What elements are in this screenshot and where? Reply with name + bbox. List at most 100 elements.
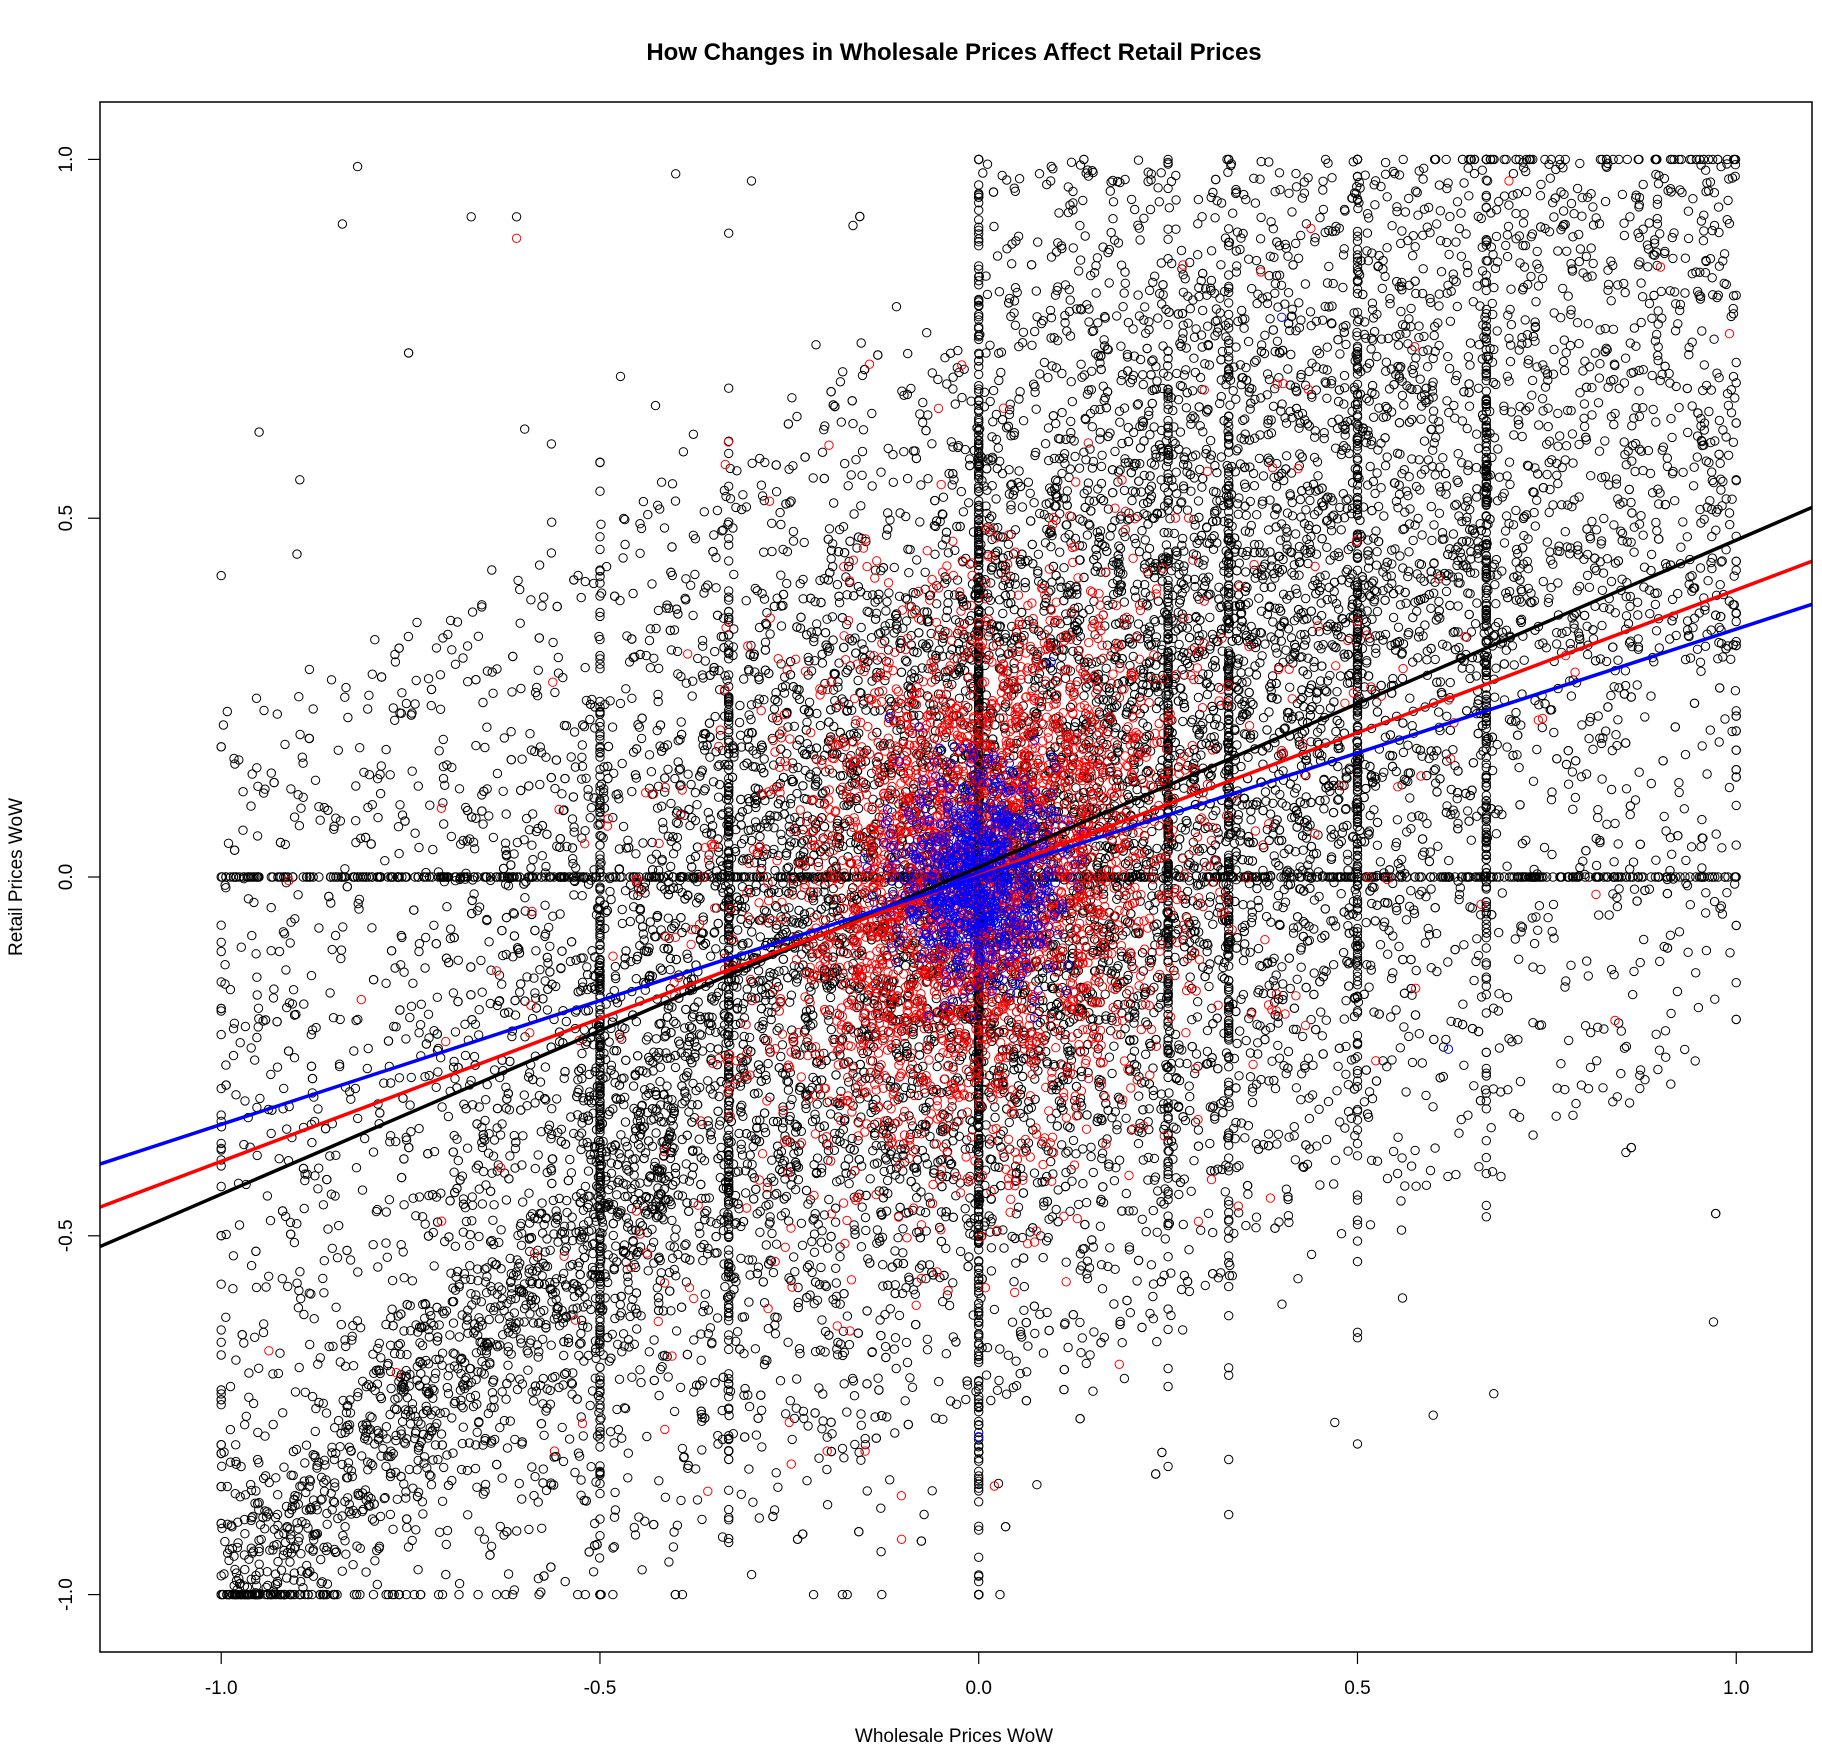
data-point xyxy=(778,544,788,555)
data-point xyxy=(995,648,1005,658)
data-point xyxy=(1085,520,1095,531)
data-point xyxy=(996,1129,1006,1140)
data-point xyxy=(1724,782,1735,793)
data-point xyxy=(842,1311,853,1321)
data-point xyxy=(1238,900,1248,910)
data-point xyxy=(1148,905,1159,915)
data-point xyxy=(432,992,442,1002)
data-point xyxy=(1285,590,1295,601)
data-point xyxy=(743,804,753,814)
data-point xyxy=(747,1159,757,1170)
data-point xyxy=(1491,829,1502,839)
data-point xyxy=(1181,403,1192,413)
data-point xyxy=(1371,560,1382,570)
data-point xyxy=(332,1253,343,1263)
data-point xyxy=(844,699,854,710)
data-point xyxy=(617,904,627,915)
data-point xyxy=(745,1270,755,1280)
data-point xyxy=(1152,843,1162,854)
data-point xyxy=(1011,1258,1021,1268)
data-point xyxy=(330,1423,340,1433)
data-point xyxy=(724,1245,734,1255)
data-point xyxy=(1280,897,1291,907)
data-point xyxy=(655,1062,666,1073)
data-point xyxy=(1245,1048,1256,1058)
data-point xyxy=(942,605,953,616)
data-point xyxy=(1089,966,1100,976)
data-point xyxy=(671,1224,681,1234)
data-point xyxy=(1394,941,1404,952)
data-point xyxy=(1290,812,1300,822)
data-point xyxy=(1184,1081,1194,1091)
data-point xyxy=(1141,1049,1151,1060)
data-point xyxy=(1219,1028,1229,1039)
data-point xyxy=(1310,426,1320,436)
data-point xyxy=(945,1396,956,1406)
data-point xyxy=(670,1232,680,1242)
data-point xyxy=(741,1188,751,1198)
data-point xyxy=(1293,1274,1303,1284)
data-point xyxy=(1438,453,1448,463)
data-point xyxy=(216,920,226,930)
data-point xyxy=(1247,283,1257,294)
data-point xyxy=(649,1335,659,1345)
data-point xyxy=(1325,670,1335,681)
data-point xyxy=(1731,565,1741,575)
data-point xyxy=(1040,1176,1050,1187)
data-point xyxy=(1313,641,1324,651)
data-point xyxy=(240,1420,250,1430)
data-point xyxy=(856,622,866,633)
data-point xyxy=(692,800,702,810)
data-point xyxy=(1581,769,1592,779)
data-point xyxy=(1547,849,1557,860)
data-point xyxy=(753,1262,764,1272)
data-point xyxy=(1033,549,1044,559)
data-point xyxy=(353,1113,363,1124)
data-point xyxy=(667,1215,677,1226)
data-point xyxy=(904,568,914,578)
data-point xyxy=(1240,1133,1250,1143)
data-point xyxy=(1137,416,1148,426)
data-point xyxy=(1314,1104,1324,1115)
data-point xyxy=(647,837,657,848)
data-point xyxy=(1584,733,1594,744)
data-point xyxy=(1119,1373,1130,1384)
data-point xyxy=(1602,819,1612,829)
data-point xyxy=(1381,366,1391,376)
data-point xyxy=(846,1169,857,1179)
data-point xyxy=(847,705,857,715)
data-point xyxy=(1283,1046,1294,1057)
data-point xyxy=(792,1374,802,1384)
data-point xyxy=(1250,661,1260,671)
data-point xyxy=(641,1035,652,1045)
data-point xyxy=(767,1228,777,1239)
data-point xyxy=(1312,579,1323,589)
data-point xyxy=(1446,1016,1456,1026)
data-point xyxy=(1264,707,1274,717)
data-point xyxy=(1579,421,1590,432)
data-point xyxy=(669,1406,680,1417)
data-point xyxy=(842,1407,852,1417)
data-point xyxy=(373,812,383,823)
data-point xyxy=(1243,1189,1253,1199)
data-point xyxy=(920,567,930,577)
data-point xyxy=(893,1233,903,1243)
data-point xyxy=(995,1589,1005,1600)
data-point xyxy=(715,779,725,790)
data-point xyxy=(927,439,937,449)
data-point xyxy=(1330,443,1341,453)
data-point xyxy=(1340,430,1350,440)
data-point xyxy=(285,1217,296,1228)
data-point xyxy=(1419,436,1430,446)
data-point xyxy=(773,850,783,861)
data-point xyxy=(636,1377,646,1388)
data-point xyxy=(994,375,1004,386)
data-point xyxy=(1236,668,1246,678)
data-point xyxy=(240,1096,250,1106)
data-point xyxy=(1176,1284,1187,1295)
data-point xyxy=(488,832,499,843)
data-point xyxy=(822,642,832,653)
data-point xyxy=(1232,261,1242,271)
data-point xyxy=(737,1100,747,1111)
data-point xyxy=(492,664,502,674)
